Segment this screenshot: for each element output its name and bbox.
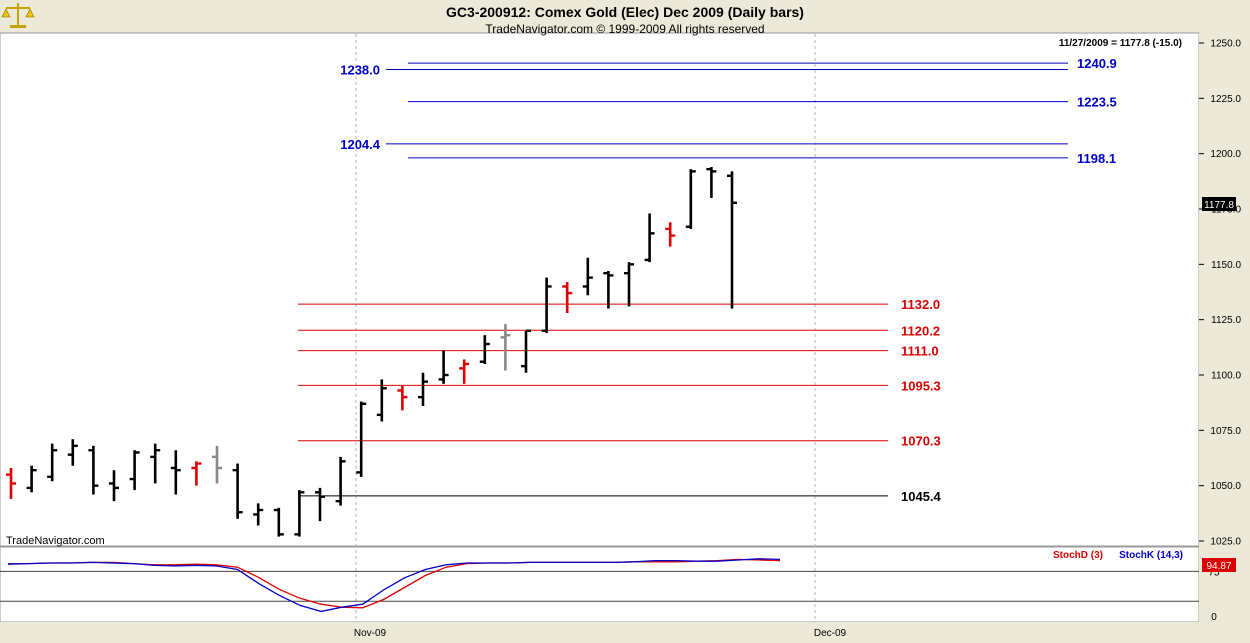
ohlc-bar <box>582 257 593 296</box>
level-label-1238.0: 1238.0 <box>340 63 380 78</box>
last-price-box <box>1202 197 1236 211</box>
y-tick-label: 1225.0 <box>1210 94 1241 105</box>
ohlc-bar <box>109 470 119 502</box>
ohlc-bar <box>418 372 428 406</box>
ohlc-bar <box>459 359 470 384</box>
level-label-1240.9: 1240.9 <box>1077 56 1117 71</box>
balance-scale-icon[interactable] <box>1 3 35 28</box>
stoch-series-1 <box>7 558 781 613</box>
ohlc-bar <box>644 213 655 263</box>
level-label-1045.4: 1045.4 <box>901 489 942 504</box>
ohlc-bar <box>541 277 552 333</box>
ohlc-bar <box>191 461 202 486</box>
level-label-1095.3: 1095.3 <box>901 378 941 393</box>
ohlc-bar <box>356 401 367 477</box>
y-tick-label: 1200.0 <box>1210 149 1241 160</box>
level-label-1120.2: 1120.2 <box>901 323 940 338</box>
ohlc-bar <box>438 350 449 384</box>
ohlc-bar <box>294 490 305 537</box>
ohlc-bar <box>335 456 346 506</box>
ohlc-bar <box>397 386 408 411</box>
chart-title: GC3-200912: Comex Gold (Elec) Dec 2009 (… <box>446 4 804 20</box>
date-axis: Nov-09 Dec-09 <box>0 622 1250 643</box>
stochastic-plot: 75 0 <box>0 558 1220 623</box>
ohlc-bar <box>706 166 717 198</box>
ohlc-bar <box>273 507 284 537</box>
y-axis-strip <box>1199 33 1250 622</box>
ohlc-bar <box>315 487 325 522</box>
price-readout: 11/27/2009 = 1177.8 (-15.0) <box>1059 38 1182 49</box>
ohlc-bar <box>685 169 696 229</box>
price-pane <box>0 32 1200 547</box>
ohlc-bar <box>129 450 140 491</box>
ohlc-bar <box>6 467 16 499</box>
y-tick-label: 1050.0 <box>1210 481 1241 492</box>
y-tick-label: 1025.0 <box>1210 537 1241 548</box>
ohlc-bar <box>727 171 737 309</box>
y-tick-label: 1100.0 <box>1211 371 1241 382</box>
ohlc-bar <box>232 463 243 519</box>
ohlc-bar <box>479 335 490 364</box>
ohlc-bar <box>376 379 387 422</box>
ohlc-bar <box>500 324 511 371</box>
level-label-1198.1: 1198.1 <box>1077 151 1116 166</box>
level-label-1132.0: 1132.0 <box>901 297 940 312</box>
level-label-1111.0: 1111.0 <box>901 344 939 359</box>
x-tick-label: Dec-09 <box>814 628 847 639</box>
stoch-y-tick: 75 <box>1208 567 1220 578</box>
ohlc-bar <box>26 465 37 493</box>
ohlc-bar <box>150 443 161 484</box>
ohlc-bar <box>47 443 58 482</box>
ohlc-bar <box>603 270 614 309</box>
stoch-y-tick: 0 <box>1211 612 1217 623</box>
x-tick-label: Nov-09 <box>354 628 387 639</box>
ohlc-bar <box>562 282 573 314</box>
stoch-last-box <box>1202 558 1236 572</box>
copyright-text: TradeNavigator.com © 1999-2009 All right… <box>485 22 764 36</box>
last-price-label: 1177.8 <box>1204 200 1234 211</box>
ohlc-bars <box>6 166 737 537</box>
watermark: TradeNavigator.com <box>6 535 105 547</box>
y-tick-label: 1075.0 <box>1210 426 1241 437</box>
y-tick-label: 1125.0 <box>1211 315 1241 326</box>
ohlc-bar <box>665 222 676 247</box>
ohlc-bar <box>170 450 181 495</box>
y-tick-label: 1150.0 <box>1211 260 1241 271</box>
stoch-last-label: 94.87 <box>1206 561 1231 572</box>
month-gridlines <box>355 34 816 621</box>
level-lines: 1238.0 1240.9 1223.5 1204.4 1198.1 1132.0 1120… <box>298 56 1117 504</box>
date-axis-strip <box>0 622 1250 643</box>
level-label-1223.5: 1223.5 <box>1077 95 1117 110</box>
y-tick-label: 1250.0 <box>1210 39 1241 50</box>
ohlc-bar <box>624 262 634 307</box>
stochastic-pane <box>0 546 1200 623</box>
ohlc-bar <box>212 445 222 484</box>
ohlc-bar <box>521 329 531 373</box>
ohlc-bar <box>88 445 99 495</box>
legend-stochk: StochK (14,3) <box>1119 550 1183 561</box>
level-label-1070.3: 1070.3 <box>901 434 941 449</box>
level-label-1204.4: 1204.4 <box>340 137 381 152</box>
ohlc-bar <box>67 439 78 466</box>
ohlc-bar <box>253 503 264 526</box>
legend-stochd: StochD (3) <box>1053 550 1103 561</box>
